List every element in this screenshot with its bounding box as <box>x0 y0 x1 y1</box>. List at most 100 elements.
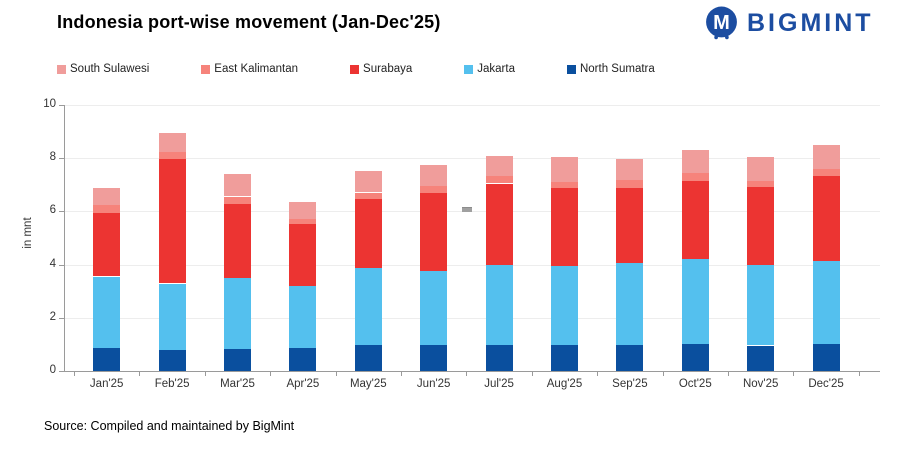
bar-feb-25-east-kalimantan <box>158 152 186 159</box>
x-axis-tick <box>531 371 533 376</box>
bar-jul-25-jakarta <box>485 265 513 346</box>
legend-label-east-kalimantan: East Kalimantan <box>214 63 299 75</box>
source-note: Source: Compiled and maintained by BigMi… <box>44 419 295 433</box>
bar-jul-25-east-kalimantan <box>485 176 513 184</box>
bar-mar-25-jakarta <box>224 278 251 349</box>
bar-mar-25-north-sumatra <box>224 348 251 371</box>
bigmint-logo-text: BIGMINT <box>747 9 874 37</box>
y-axis-tick <box>59 264 64 266</box>
gridline-y2 <box>64 317 880 319</box>
bar-oct-25-surabaya <box>681 180 709 260</box>
y-axis-title: in mnt <box>22 217 34 249</box>
svg-text:M: M <box>713 12 730 34</box>
bar-nov-25-north-sumatra <box>747 345 775 371</box>
bar-mar-25-east-kalimantan <box>224 196 251 205</box>
x-axis-label-jun-25: Jun'25 <box>416 378 451 390</box>
legend-item-jakarta: Jakarta <box>464 63 515 75</box>
x-axis-tick <box>728 371 729 376</box>
y-axis-tick <box>59 211 64 213</box>
bar-sep-25-surabaya <box>616 187 644 263</box>
y-axis-tick <box>59 317 64 319</box>
x-axis-tick <box>335 371 337 376</box>
x-axis-label-jan-25: Jan'25 <box>89 378 124 390</box>
gridline-y10 <box>64 105 880 106</box>
bar-dec-25-south-sulawesi <box>812 145 840 170</box>
stray-dash-marker <box>462 207 472 213</box>
x-axis-tick <box>74 371 75 376</box>
legend-swatch-south-sulawesi <box>57 64 66 74</box>
bar-apr-25-east-kalimantan <box>289 218 317 225</box>
legend-label-north-sumatra: North Sumatra <box>579 63 655 75</box>
legend-label-surabaya: Surabaya <box>363 63 413 75</box>
y-axis-tick-label: 0 <box>49 364 56 376</box>
x-axis-label-feb-25: Feb'25 <box>154 378 190 390</box>
y-axis-line <box>64 105 65 371</box>
y-axis-tick-label: 6 <box>49 204 56 217</box>
chart-title: Indonesia port-wise movement (Jan-Dec'25… <box>57 12 441 32</box>
bar-may-25-surabaya <box>354 199 382 268</box>
bar-may-25-south-sulawesi <box>354 170 382 193</box>
bar-may-25-jakarta <box>354 267 382 345</box>
bar-feb-25-surabaya <box>158 158 186 284</box>
bar-sep-25-east-kalimantan <box>616 179 644 188</box>
gridline-y6 <box>64 211 880 213</box>
x-axis-label-nov-25: Nov'25 <box>742 378 779 390</box>
x-axis-label-jul-25: Jul'25 <box>484 378 514 390</box>
bar-sep-25-jakarta <box>616 262 644 345</box>
bigmint-logo: M BIGMINT <box>703 5 874 42</box>
y-axis-tick-label: 10 <box>43 98 56 110</box>
bar-jul-25-north-sumatra <box>485 345 513 371</box>
x-axis-label-oct-25: Oct'25 <box>678 378 712 390</box>
legend-label-south-sulawesi: South Sulawesi <box>70 63 150 75</box>
x-axis-tick <box>466 371 468 376</box>
bar-aug-25-jakarta <box>551 266 578 345</box>
legend-item-surabaya: Surabaya <box>350 63 412 75</box>
x-axis-line <box>64 371 880 372</box>
x-axis-label-dec-25: Dec'25 <box>808 378 844 390</box>
bar-jan-25-east-kalimantan <box>93 205 121 213</box>
bar-nov-25-south-sulawesi <box>747 156 775 181</box>
bigmint-logo-icon: M <box>703 5 740 42</box>
legend-swatch-north-sumatra <box>566 64 576 74</box>
y-axis-tick <box>59 105 64 106</box>
x-axis-label-apr-25: Apr'25 <box>286 378 320 390</box>
bar-feb-25-jakarta <box>158 283 186 350</box>
bar-dec-25-east-kalimantan <box>812 169 840 177</box>
legend-label-jakarta: Jakarta <box>477 63 515 75</box>
bar-jun-25-surabaya <box>420 192 448 271</box>
bar-apr-25-surabaya <box>289 224 317 287</box>
legend-item-south-sulawesi: South Sulawesi <box>57 63 149 75</box>
bar-apr-25-south-sulawesi <box>289 201 317 219</box>
bar-jun-25-jakarta <box>420 271 448 345</box>
bar-dec-25-jakarta <box>812 261 840 345</box>
legend-swatch-surabaya <box>350 64 360 74</box>
bar-jun-25-east-kalimantan <box>420 185 448 193</box>
bar-apr-25-north-sumatra <box>289 347 317 371</box>
legend-item-east-kalimantan: East Kalimantan <box>201 63 298 75</box>
legend-swatch-jakarta <box>464 64 474 74</box>
legend-swatch-east-kalimantan <box>201 64 211 74</box>
x-axis-label-mar-25: Mar'25 <box>220 378 255 390</box>
bar-oct-25-south-sulawesi <box>681 150 709 174</box>
bar-feb-25-north-sumatra <box>158 349 186 371</box>
x-axis-label-aug-25: Aug'25 <box>546 378 583 390</box>
bar-aug-25-south-sulawesi <box>551 157 578 182</box>
bar-jul-25-south-sulawesi <box>485 155 513 176</box>
bar-nov-25-surabaya <box>747 186 775 266</box>
bar-jan-25-surabaya <box>93 212 121 277</box>
bar-jun-25-south-sulawesi <box>420 165 448 186</box>
bar-mar-25-south-sulawesi <box>224 173 251 197</box>
bar-jun-25-north-sumatra <box>420 344 448 371</box>
bar-may-25-east-kalimantan <box>354 192 382 200</box>
x-axis-tick <box>401 371 402 376</box>
bar-aug-25-surabaya <box>551 187 578 267</box>
x-axis-tick <box>793 371 795 376</box>
bar-oct-25-east-kalimantan <box>681 173 709 181</box>
gridline-y4 <box>64 264 880 266</box>
y-axis-tick-label: 2 <box>49 310 56 323</box>
x-axis-tick <box>858 371 860 376</box>
bar-jan-25-north-sumatra <box>93 348 121 371</box>
bar-dec-25-surabaya <box>812 176 840 262</box>
x-axis-tick <box>270 371 272 376</box>
